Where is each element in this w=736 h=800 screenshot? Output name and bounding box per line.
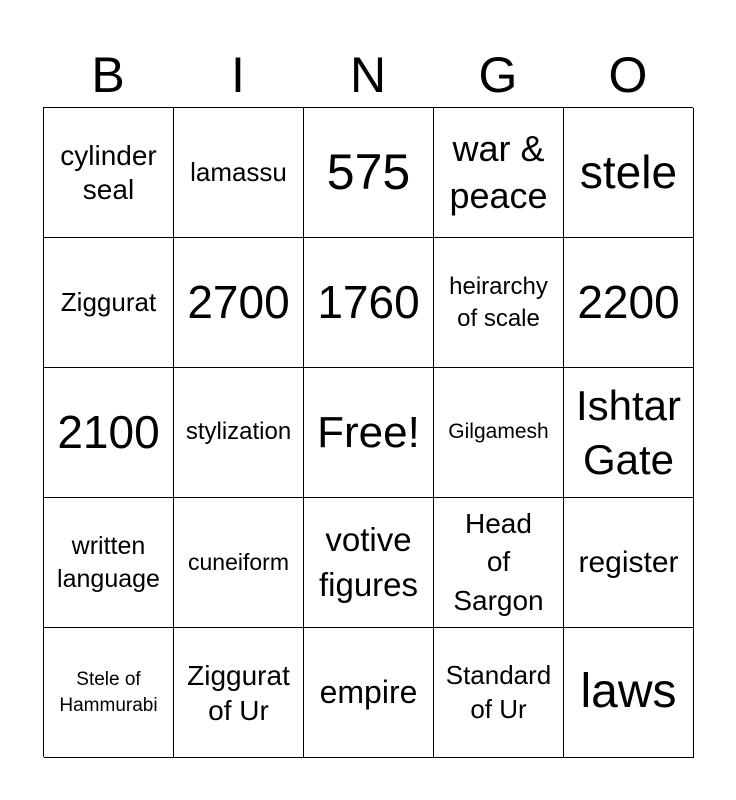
bingo-header: B I N G O — [43, 44, 693, 106]
bingo-cell-free[interactable]: Free! — [304, 368, 434, 498]
bingo-cell[interactable]: Ziggurat — [44, 238, 174, 368]
bingo-cell[interactable]: war & peace — [434, 108, 564, 238]
header-letter-n: N — [349, 47, 387, 103]
bingo-cell[interactable]: 2200 — [564, 238, 694, 368]
bingo-cell[interactable]: votive figures — [304, 498, 434, 628]
bingo-cell[interactable]: Gilgamesh — [434, 368, 564, 498]
bingo-cell[interactable]: lamassu — [174, 108, 304, 238]
header-letter-g: G — [478, 47, 518, 103]
bingo-cell[interactable]: register — [564, 498, 694, 628]
bingo-cell[interactable]: 2100 — [44, 368, 174, 498]
bingo-cell[interactable]: 575 — [304, 108, 434, 238]
bingo-cell[interactable]: cuneiform — [174, 498, 304, 628]
bingo-cell[interactable]: Standard of Ur — [434, 628, 564, 758]
bingo-cell[interactable]: Head of Sargon — [434, 498, 564, 628]
bingo-cell[interactable]: stylization — [174, 368, 304, 498]
bingo-cell[interactable]: 1760 — [304, 238, 434, 368]
header-letter-b: B — [91, 47, 125, 103]
bingo-cell[interactable]: empire — [304, 628, 434, 758]
bingo-cell[interactable]: heirarchy of scale — [434, 238, 564, 368]
bingo-cell[interactable]: Stele of Hammurabi — [44, 628, 174, 758]
bingo-cell[interactable]: stele — [564, 108, 694, 238]
header-letter-i: I — [231, 47, 245, 103]
bingo-grid: cylinder seal lamassu 575 war & peace st… — [43, 107, 694, 758]
bingo-cell[interactable]: cylinder seal — [44, 108, 174, 238]
bingo-cell[interactable]: Ishtar Gate — [564, 368, 694, 498]
bingo-cell[interactable]: 2700 — [174, 238, 304, 368]
bingo-cell[interactable]: written language — [44, 498, 174, 628]
bingo-cell[interactable]: laws — [564, 628, 694, 758]
bingo-cell[interactable]: Ziggurat of Ur — [174, 628, 304, 758]
header-letter-o: O — [608, 47, 648, 103]
